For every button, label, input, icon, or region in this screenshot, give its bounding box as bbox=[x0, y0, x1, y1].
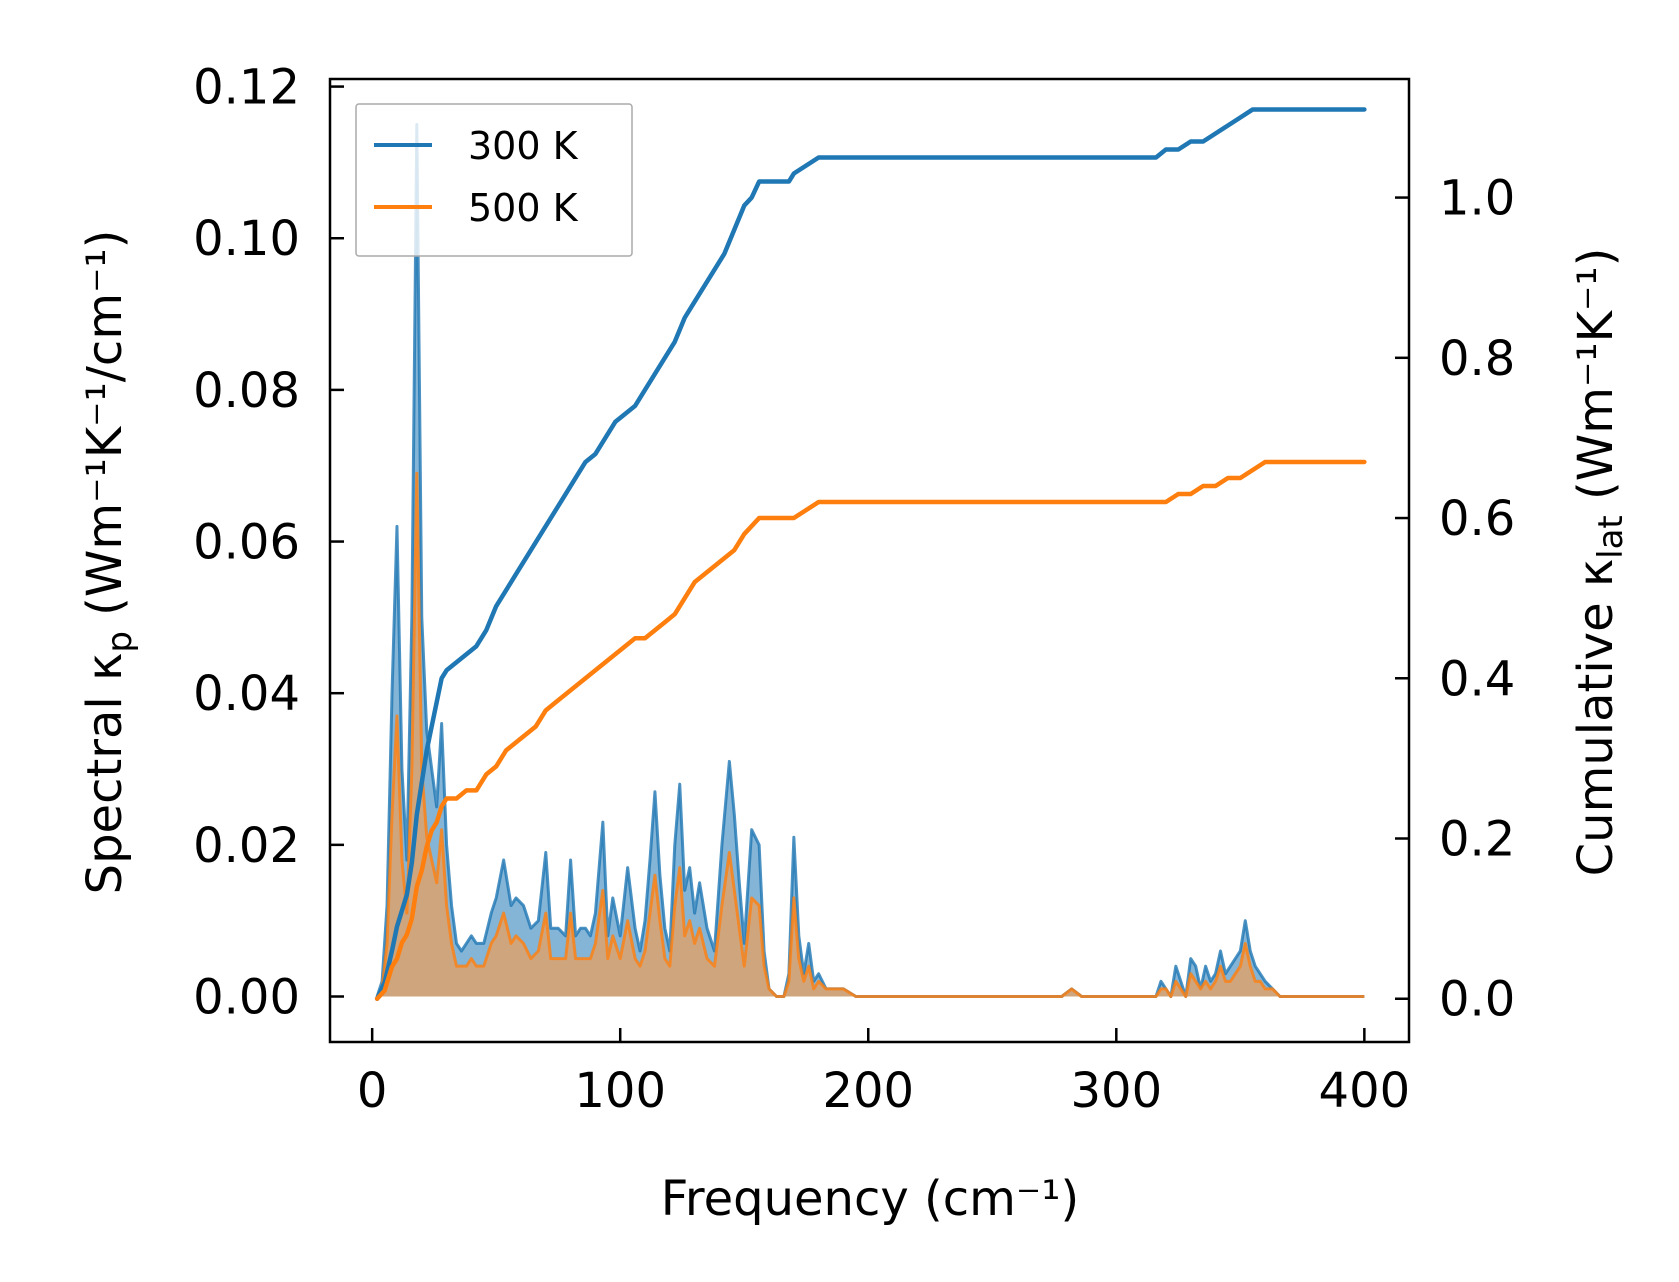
y-left-tick-label: 0.08 bbox=[193, 363, 300, 419]
cumulative-layer bbox=[374, 107, 1367, 1001]
cumulative-line-300-k bbox=[374, 107, 1367, 1001]
x-tick-label: 100 bbox=[574, 1063, 666, 1119]
y-left-tick-label: 0.12 bbox=[193, 60, 300, 116]
y-right-tick-label: 1.0 bbox=[1439, 171, 1515, 227]
x-tick-label: 400 bbox=[1319, 1063, 1411, 1119]
x-tick-label: 0 bbox=[357, 1063, 388, 1119]
y-right-tick-label: 0.4 bbox=[1439, 651, 1515, 707]
y-right-tick-label: 0.0 bbox=[1439, 972, 1515, 1028]
plot-area bbox=[374, 107, 1367, 1001]
y-left-axis-title: Spectral κp (Wm⁻¹K⁻¹/cm⁻¹) bbox=[77, 230, 140, 895]
y-right-title-sub: lat bbox=[1591, 515, 1631, 559]
ticks-layer: 0 100 200 300 400 0.00 0.02 0.04 0.06 0.08 0.10 0.1… bbox=[193, 60, 1515, 1119]
y-right-title-units: (Wm⁻¹K⁻¹) bbox=[1568, 248, 1624, 516]
x-tick-label: 300 bbox=[1070, 1063, 1162, 1119]
legend-label-300k: 300 K bbox=[468, 124, 579, 168]
spectral-line-300-k bbox=[375, 122, 1365, 999]
legend-box bbox=[355, 103, 633, 257]
y-left-tick-label: 0.02 bbox=[193, 818, 300, 874]
y-left-tick-label: 0.04 bbox=[193, 666, 300, 722]
x-tick-label: 200 bbox=[822, 1063, 914, 1119]
y-left-tick-label: 0.00 bbox=[193, 970, 300, 1026]
y-left-title-sub: p bbox=[100, 631, 140, 653]
spectral-layer bbox=[375, 122, 1365, 999]
y-left-title-main: Spectral κ bbox=[77, 653, 133, 895]
y-right-tick-label: 0.8 bbox=[1439, 331, 1515, 387]
y-left-tick-label: 0.10 bbox=[193, 211, 300, 267]
spectral-line-500-k bbox=[375, 471, 1365, 999]
legend: 300 K 500 K bbox=[355, 103, 633, 257]
y-right-axis-title: Cumulative κlat (Wm⁻¹K⁻¹) bbox=[1568, 248, 1631, 877]
y-right-tick-label: 0.2 bbox=[1439, 812, 1515, 868]
y-left-title-units: (Wm⁻¹K⁻¹/cm⁻¹) bbox=[77, 230, 133, 631]
cumulative-line-500-k bbox=[374, 459, 1367, 1001]
y-left-tick-label: 0.06 bbox=[193, 515, 300, 571]
y-right-tick-label: 0.6 bbox=[1439, 491, 1515, 547]
x-axis-title: Frequency (cm⁻¹) bbox=[661, 1171, 1079, 1227]
legend-label-500k: 500 K bbox=[468, 186, 579, 230]
y-right-title-main: Cumulative κ bbox=[1568, 559, 1624, 877]
